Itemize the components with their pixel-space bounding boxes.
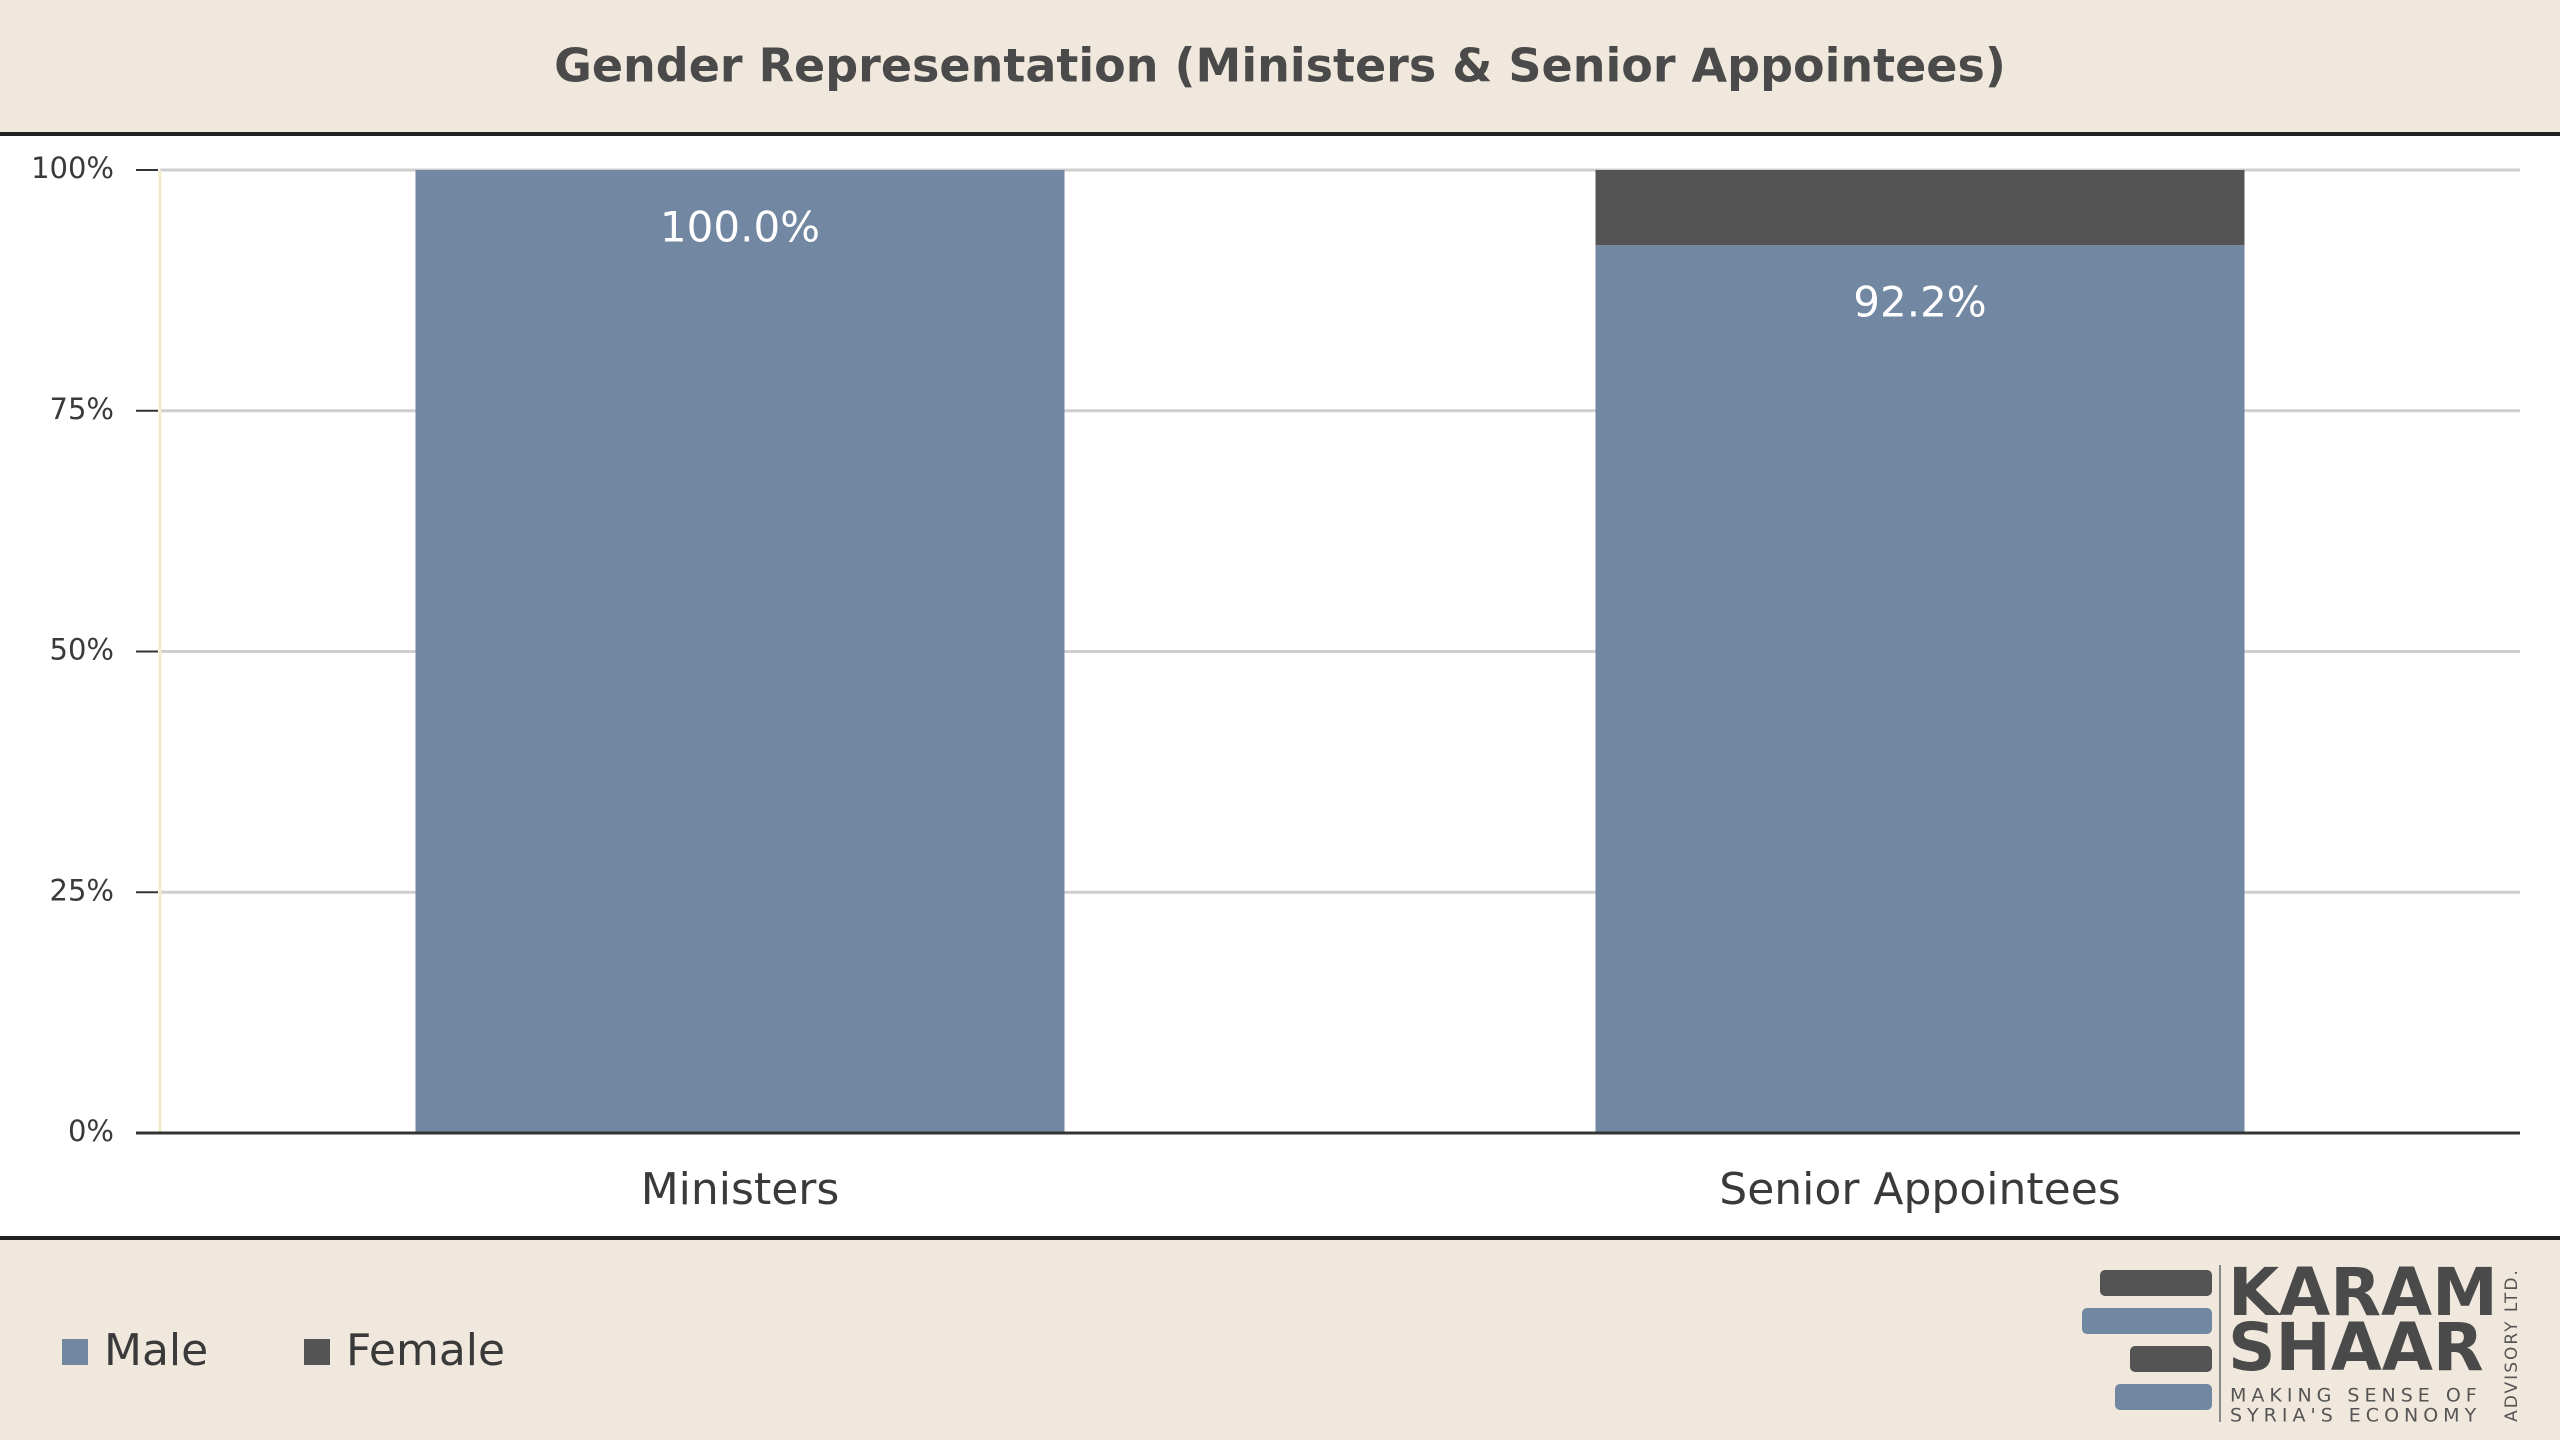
value-label: 92.2% (1853, 278, 1986, 327)
chart-title: Gender Representation (Ministers & Senio… (554, 39, 2006, 93)
plot: 0% 25% 50% 75% 100% Ministers 100.0% Senior App… (31, 151, 2520, 1376)
bar-segment (415, 170, 1065, 1133)
logo-bar (2100, 1270, 2212, 1296)
y-tick-label: 25% (50, 873, 114, 907)
legend-label: Male (104, 1325, 208, 1376)
y-tick-label: 75% (50, 392, 114, 426)
logo-text: SHAAR (2228, 1309, 2484, 1386)
logo-tagline: MAKING SENSE OF (2230, 1385, 2482, 1407)
legend-label: Female (346, 1325, 505, 1376)
logo-tagline: SYRIA'S ECONOMY (2230, 1405, 2481, 1427)
y-tick-label: 100% (31, 151, 114, 185)
y-tick-label: 0% (68, 1114, 114, 1148)
value-label: 100.0% (660, 203, 820, 252)
logo-side: ADVISORY LTD. (2502, 1268, 2522, 1422)
logo: KARAM SHAAR MAKING SENSE OF SYRIA'S ECON… (2082, 1254, 2522, 1427)
bar-segment (1595, 170, 2245, 246)
y-tick-label: 50% (50, 633, 114, 667)
x-tick-label: Ministers (641, 1164, 840, 1215)
logo-text: KARAM (2228, 1254, 2498, 1331)
legend-swatch (304, 1339, 330, 1365)
logo-bar (2130, 1346, 2212, 1372)
bar-segment (1595, 245, 2245, 1133)
logo-bar (2082, 1308, 2212, 1334)
legend-swatch (62, 1339, 88, 1365)
logo-bar (2115, 1384, 2212, 1410)
x-tick-label: Senior Appointees (1719, 1164, 2120, 1215)
